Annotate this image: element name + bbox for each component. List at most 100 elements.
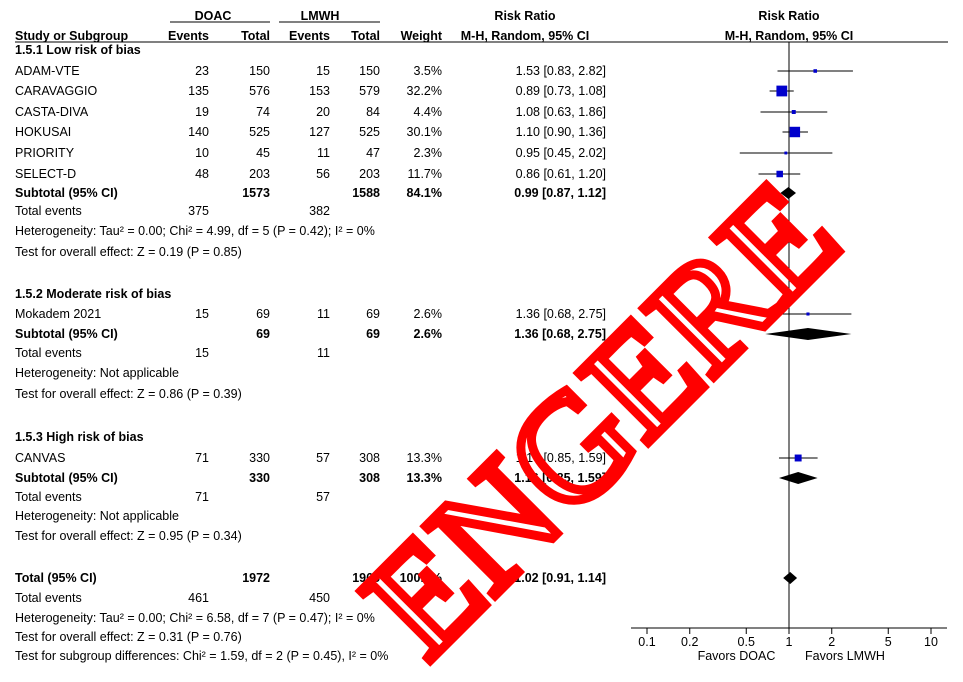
pooled-diamond — [765, 328, 852, 340]
weight: 4.4% — [413, 105, 443, 119]
subtotal-label: Subtotal (95% CI) — [15, 471, 118, 485]
events1: 23 — [195, 64, 209, 78]
study-label: Mokadem 2021 — [15, 307, 102, 321]
text-label: Test for subgroup differences: Chi² = 1.… — [15, 649, 389, 663]
study-label: HOKUSAI — [15, 125, 72, 139]
risk-ratio-ci: 1.08 [0.63, 1.86] — [515, 105, 606, 119]
text-label: Test for overall effect: Z = 0.95 (P = 0… — [15, 529, 242, 543]
text-label: Heterogeneity: Not applicable — [15, 509, 179, 523]
total2: 1965 — [352, 571, 380, 585]
total2: 1588 — [352, 186, 380, 200]
study-label: CASTA-DIVA — [15, 105, 89, 119]
x-tick-label: 1 — [786, 635, 793, 649]
study-square — [776, 85, 788, 97]
text-label: Test for overall effect: Z = 0.31 (P = 0… — [15, 630, 242, 644]
events1: 71 — [195, 451, 209, 465]
study-square — [789, 126, 801, 138]
x-tick-label: 2 — [828, 635, 835, 649]
text-label: Heterogeneity: Tau² = 0.00; Chi² = 6.58,… — [15, 611, 375, 625]
plot-header: Risk Ratio — [758, 9, 820, 23]
total1: 45 — [256, 146, 270, 160]
study-label: SELECT-D — [15, 167, 77, 181]
study-label: CANVAS — [15, 451, 66, 465]
events2: 11 — [317, 146, 330, 160]
subtotal-label: Subtotal (95% CI) — [15, 186, 118, 200]
events1: 461 — [188, 591, 209, 605]
plot-method: M-H, Random, 95% CI — [724, 29, 854, 43]
heading-label: 1.5.1 Low risk of bias — [15, 43, 141, 57]
events2: 153 — [309, 84, 330, 98]
events2: 450 — [309, 591, 330, 605]
total2: 203 — [359, 167, 380, 181]
study-square — [791, 110, 796, 114]
total2: 308 — [359, 471, 380, 485]
total-label: Total (95% CI) — [15, 571, 97, 585]
events2: 15 — [316, 64, 330, 78]
risk-ratio-ci: 1.16 [0.85, 1.59] — [514, 471, 606, 485]
pooled-diamond — [780, 187, 796, 199]
col-method: M-H, Random, 95% CI — [460, 29, 590, 43]
weight: 2.6% — [413, 327, 443, 341]
events1: 140 — [188, 125, 209, 139]
total2: 150 — [359, 64, 380, 78]
events1: 15 — [195, 307, 209, 321]
text-label: Total events — [15, 591, 82, 605]
study-square — [813, 69, 818, 73]
study-label: ADAM-VTE — [15, 64, 80, 78]
study-square — [806, 312, 810, 316]
subtotal-label: Subtotal (95% CI) — [15, 327, 118, 341]
total1: 150 — [249, 64, 270, 78]
pooled-diamond — [783, 572, 798, 584]
study-square — [784, 151, 788, 155]
study-label: PRIORITY — [15, 146, 75, 160]
risk-ratio-ci: 0.99 [0.87, 1.12] — [514, 186, 606, 200]
total1: 330 — [249, 471, 270, 485]
study-label: CARAVAGGIO — [15, 84, 98, 98]
events1: 19 — [195, 105, 209, 119]
events1: 71 — [195, 490, 209, 504]
total1: 576 — [249, 84, 270, 98]
x-tick-label: 0.2 — [681, 635, 698, 649]
text-label: Heterogeneity: Not applicable — [15, 366, 179, 380]
total1: 330 — [249, 451, 270, 465]
events2: 127 — [309, 125, 330, 139]
total2: 579 — [359, 84, 380, 98]
col-total1: Total — [241, 29, 270, 43]
events2: 20 — [316, 105, 330, 119]
events2: 382 — [309, 204, 330, 218]
weight: 100.0% — [399, 571, 442, 585]
weight: 32.2% — [406, 84, 442, 98]
risk-ratio-ci: 1.02 [0.91, 1.14] — [514, 571, 606, 585]
text-label: Total events — [15, 204, 82, 218]
events2: 11 — [317, 307, 330, 321]
group2-header: LMWH — [300, 9, 340, 23]
weight: 13.3% — [406, 451, 442, 465]
text-label: Total events — [15, 490, 82, 504]
risk-ratio-ci: 0.86 [0.61, 1.20] — [515, 167, 606, 181]
weight: 30.1% — [406, 125, 442, 139]
group1-header: DOAC — [194, 9, 232, 23]
total1: 1972 — [242, 571, 270, 585]
favors-right-label: Favors LMWH — [805, 649, 885, 663]
total2: 47 — [366, 146, 380, 160]
risk-ratio-ci: 1.53 [0.83, 2.82] — [515, 64, 606, 78]
events1: 135 — [188, 84, 209, 98]
total1: 74 — [256, 105, 270, 119]
risk-ratio-ci: 1.16 [0.85, 1.59] — [515, 451, 606, 465]
risk-ratio-ci: 1.36 [0.68, 2.75] — [514, 327, 606, 341]
events2: 57 — [316, 451, 330, 465]
total1: 203 — [249, 167, 270, 181]
x-tick-label: 10 — [924, 635, 938, 649]
events1: 10 — [195, 146, 209, 160]
risk-ratio-ci: 0.89 [0.73, 1.08] — [515, 84, 606, 98]
x-tick-label: 0.5 — [738, 635, 755, 649]
events2: 56 — [316, 167, 330, 181]
heading-label: 1.5.2 Moderate risk of bias — [15, 287, 172, 301]
total2: 69 — [366, 307, 380, 321]
text-label: Test for overall effect: Z = 0.19 (P = 0… — [15, 245, 242, 259]
risk-ratio-ci: 1.36 [0.68, 2.75] — [515, 307, 606, 321]
total1: 525 — [249, 125, 270, 139]
total2: 308 — [359, 451, 380, 465]
x-tick-label: 0.1 — [638, 635, 655, 649]
